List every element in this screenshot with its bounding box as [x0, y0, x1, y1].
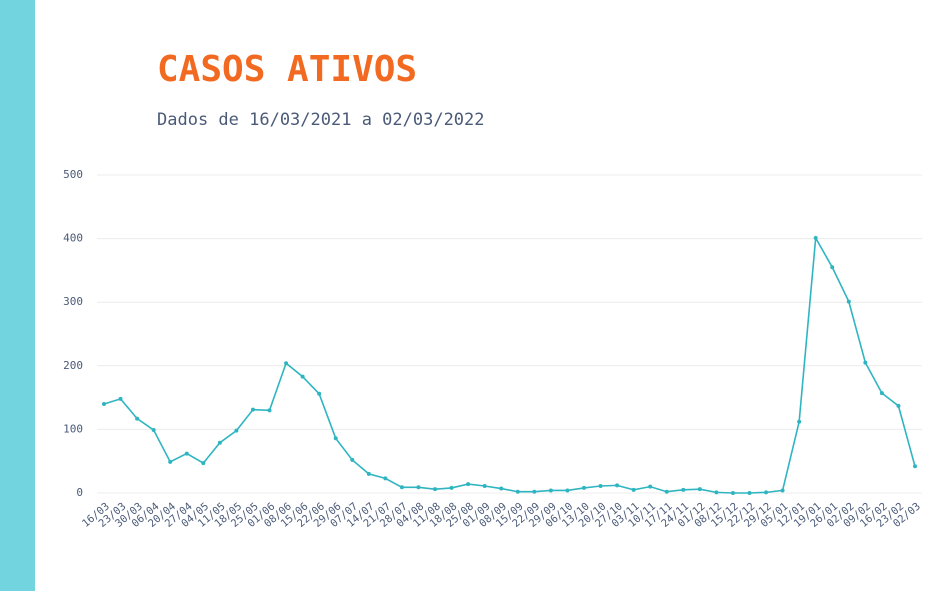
point: [747, 491, 752, 495]
point: [350, 457, 355, 462]
point: [317, 391, 322, 396]
point: [863, 360, 868, 365]
point: [730, 491, 735, 495]
point: [482, 484, 487, 489]
line: [103, 235, 916, 494]
point: [879, 391, 884, 396]
point: [631, 487, 636, 492]
point: [250, 407, 255, 412]
y-tick-label: 100: [63, 422, 83, 435]
y-tick-label: 300: [63, 295, 83, 308]
point: [532, 489, 537, 494]
y-tick-label: 500: [63, 168, 83, 181]
point: [151, 428, 156, 433]
point: [648, 484, 653, 489]
point: [399, 485, 404, 490]
point: [664, 489, 669, 494]
point: [764, 490, 769, 495]
point: [300, 374, 305, 379]
point: [234, 428, 239, 433]
point: [896, 403, 901, 408]
point: [217, 440, 222, 445]
point: [598, 484, 603, 489]
point: [548, 488, 553, 493]
point: [797, 419, 802, 424]
point: [333, 436, 338, 441]
point: [102, 401, 106, 406]
point: [201, 461, 206, 466]
y-tick-label: 200: [63, 359, 83, 372]
point: [118, 396, 123, 401]
point: [135, 416, 140, 421]
y-tick-label: 400: [63, 232, 83, 245]
y-tick-label: 0: [76, 486, 83, 499]
point: [499, 486, 504, 491]
point: [184, 451, 189, 456]
point: [449, 485, 454, 490]
chart-title: CASOS ATIVOS: [157, 49, 417, 90]
point: [433, 487, 438, 492]
point: [383, 476, 388, 481]
chart-subtitle: Dados de 16/03/2021 a 02/03/2022: [157, 110, 485, 130]
point: [846, 299, 851, 304]
point: [697, 487, 702, 492]
point: [913, 464, 917, 469]
point: [780, 488, 785, 493]
point: [416, 485, 421, 490]
point: [284, 361, 289, 366]
point: [714, 490, 719, 495]
point: [581, 485, 586, 490]
point: [366, 471, 371, 476]
point: [830, 265, 835, 270]
side-bar: [0, 0, 35, 591]
point: [615, 483, 620, 488]
point: [681, 487, 686, 492]
point: [267, 408, 272, 413]
point: [515, 489, 520, 494]
point: [813, 235, 818, 240]
point: [168, 459, 173, 464]
point: [466, 482, 471, 487]
point: [565, 488, 570, 493]
